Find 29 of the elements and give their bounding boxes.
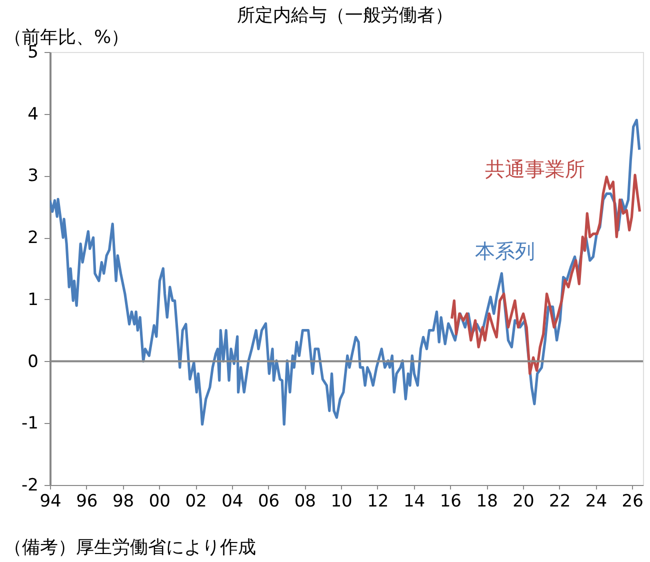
x-tick-label: 18 bbox=[476, 492, 498, 512]
x-tick-label: 16 bbox=[440, 492, 462, 512]
y-tick-label: 3 bbox=[28, 166, 38, 186]
y-tick-label: 4 bbox=[28, 104, 38, 124]
x-tick-label: 02 bbox=[185, 492, 207, 512]
x-tick-label: 14 bbox=[403, 492, 426, 512]
x-tick-label: 24 bbox=[585, 492, 608, 512]
x-tick-label: 20 bbox=[512, 492, 534, 512]
y-tick-label: 0 bbox=[28, 352, 38, 372]
x-tick-label: 00 bbox=[148, 492, 170, 512]
y-tick-label: 1 bbox=[28, 290, 38, 310]
x-tick-label: 04 bbox=[222, 492, 244, 512]
x-tick-label: 26 bbox=[622, 492, 644, 512]
y-tick-label: -1 bbox=[22, 414, 38, 434]
series-label: 共通事業所 bbox=[485, 157, 585, 181]
text: （備考）厚生労働省により作成 bbox=[4, 537, 256, 558]
y-tick-label: -2 bbox=[22, 476, 38, 496]
x-tick-label: 06 bbox=[258, 492, 280, 512]
y-tick-label: 2 bbox=[28, 228, 38, 248]
x-tick-label: 98 bbox=[112, 492, 134, 512]
x-tick-label: 22 bbox=[549, 492, 571, 512]
x-tick-label: 10 bbox=[330, 492, 352, 512]
x-tick-label: 08 bbox=[294, 492, 316, 512]
series-label: 本系列 bbox=[475, 239, 535, 263]
x-tick-label: 12 bbox=[367, 492, 389, 512]
line-series bbox=[50, 118, 641, 426]
x-tick-label: 96 bbox=[76, 492, 98, 512]
chart-title: 所定内給与（一般労働者） bbox=[237, 5, 453, 26]
x-tick-label: 94 bbox=[40, 492, 62, 512]
